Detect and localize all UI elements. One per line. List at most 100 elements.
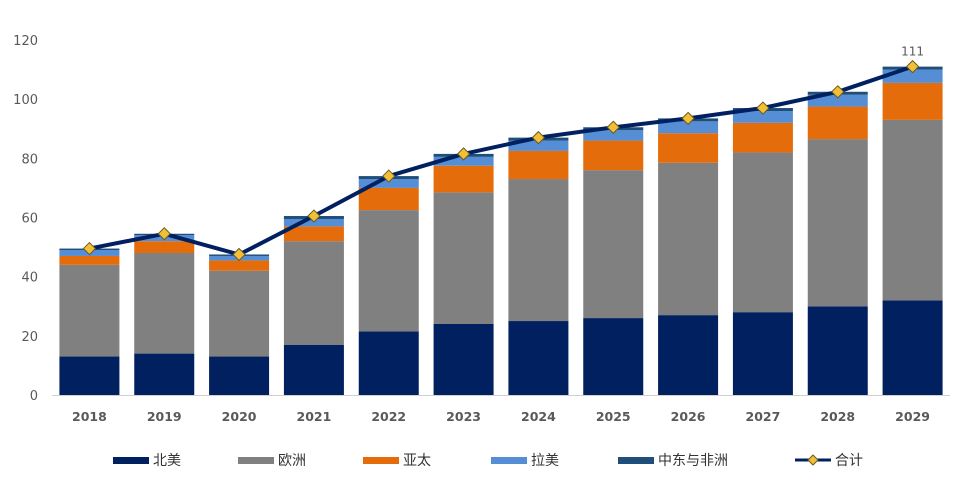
bar-segment [807,94,868,107]
total-marker [681,111,695,126]
bar-segment [433,165,494,193]
bar-segment [508,150,569,180]
x-tick-label: 2020 [222,409,257,424]
bar-segment [882,82,943,120]
bar-segment [59,264,120,357]
legend-item: 中东与非洲 [618,453,728,469]
bar-segment [658,162,719,316]
bar-group [358,176,419,395]
total-marker [82,241,97,256]
x-tick-label: 2023 [446,409,481,424]
bar-group [658,118,719,395]
bar-segment [583,318,644,395]
total-marker [531,130,546,145]
x-tick-label: 2028 [820,409,855,424]
total-marker [232,247,246,262]
legend-label: 欧洲 [278,453,306,469]
bar-segment [209,356,270,395]
x-tick-label: 2027 [746,409,781,424]
y-tick-label: 40 [21,271,38,286]
total-marker [307,209,321,223]
bar-segment [732,111,793,123]
y-tick-label: 20 [21,330,38,345]
x-tick-label: 2024 [521,409,556,424]
bar-group [283,216,344,395]
legend-item: 合计 [795,453,863,469]
bars [59,66,943,395]
y-tick-label: 100 [13,93,38,108]
x-tick-label: 2021 [297,409,332,424]
bar-segment [882,300,943,395]
legend-item: 亚太 [363,453,431,469]
x-axis: 2018 2019 2020 2021 2022 2023 2024 2025 2026 2027… [52,395,950,424]
bar-segment [508,140,569,151]
legend-item: 拉美 [491,453,559,469]
legend: 北美 欧洲 亚太 拉美 中东与非洲 合计 [113,453,863,469]
legend-swatch [238,457,274,464]
x-tick-label: 2018 [72,409,107,424]
bar-segment [59,255,120,265]
x-tick-label: 2025 [596,409,631,424]
bar-segment [358,331,419,395]
data-label: 111 [901,45,924,59]
total-marker [606,120,620,134]
bar-segment [358,179,419,188]
bar-segment [134,241,195,253]
bar-group [583,127,644,395]
bar-segment [433,156,494,166]
bar-segment [508,321,569,395]
bar-segment [358,187,419,211]
bar-segment [283,226,344,242]
bar-group [209,254,270,395]
bar-segment [732,312,793,395]
bar-segment [732,122,793,153]
annotations: 111 [901,45,924,59]
bar-group [59,248,120,395]
bar-segment [807,306,868,395]
total-marker [756,101,770,115]
legend-label: 合计 [835,453,863,469]
bar-segment [658,133,719,163]
bar-segment [807,106,868,140]
y-axis: 0 20 40 60 80 100 120 [13,34,38,404]
total-line [82,59,920,262]
legend-swatch [618,457,654,464]
bar-segment [658,315,719,395]
bar-segment [433,192,494,324]
legend-label: 中东与非洲 [658,453,728,469]
bar-segment [508,179,569,322]
bar-group [508,137,569,395]
total-marker [382,169,396,183]
bar-group [882,66,943,395]
legend-item: 北美 [113,453,181,469]
legend-item: 欧洲 [238,453,306,469]
bar-segment [209,270,270,357]
bar-segment [358,210,419,332]
x-tick-label: 2026 [671,409,706,424]
legend-swatch [113,457,149,464]
legend-swatch [491,457,527,464]
bar-segment [583,130,644,141]
legend-swatch [363,457,399,464]
total-marker [831,85,845,99]
bar-segment [433,324,494,395]
bar-group [807,91,868,395]
x-tick-label: 2029 [895,409,930,424]
bar-segment [283,241,344,345]
total-line-path [89,64,914,257]
y-tick-label: 0 [30,389,38,404]
bar-segment [209,260,270,271]
bar-segment [583,170,644,319]
bar-segment [134,253,195,354]
total-marker [905,59,920,74]
y-tick-label: 120 [13,34,38,49]
bar-segment [807,139,868,307]
y-tick-label: 60 [21,212,38,227]
x-tick-label: 2022 [371,409,406,424]
total-marker [456,147,471,161]
bar-segment [658,121,719,134]
bar-segment [134,353,195,395]
x-tick-label: 2019 [147,409,182,424]
